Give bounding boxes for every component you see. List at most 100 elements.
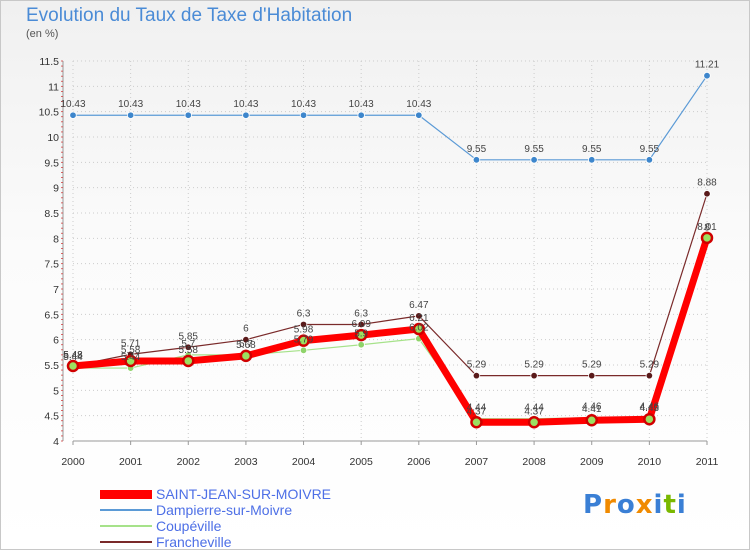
- x-tick-label: 2007: [465, 456, 489, 468]
- data-label-coup-ville: 4.44: [467, 403, 487, 414]
- point-dampierre-sur-moivre: [242, 111, 250, 119]
- point-dampierre-sur-moivre: [703, 71, 711, 80]
- data-label-dampierre-sur-moivre: 9.55: [582, 144, 602, 155]
- point-francheville: [703, 190, 711, 198]
- data-label-coup-ville: 4.46: [582, 402, 602, 413]
- x-tick-label: 2009: [580, 456, 604, 468]
- y-tick-label: 10.5: [39, 107, 60, 119]
- logo-letter: t: [663, 490, 677, 520]
- series-line-francheville: [72, 193, 708, 377]
- data-label-francheville: 5.71: [121, 338, 141, 349]
- x-tick-label: 2004: [292, 456, 316, 468]
- data-label-coup-ville: 5.9: [354, 329, 368, 340]
- point-francheville: [472, 371, 481, 380]
- point-dampierre-sur-moivre: [126, 111, 135, 119]
- data-label-saint-jean-sur-moivre: 5.98: [294, 325, 314, 336]
- data-label-coup-ville: 8: [704, 222, 710, 233]
- data-label-francheville: 5.29: [467, 360, 487, 371]
- data-label-saint-jean-sur-moivre: 4.37: [524, 406, 544, 417]
- data-label-francheville: 5.85: [179, 331, 199, 342]
- point-coup-ville: [357, 341, 365, 349]
- data-label-francheville: 6.3: [354, 308, 368, 319]
- x-tick-label: 2011: [696, 456, 719, 468]
- y-tick-label: 9: [53, 183, 59, 195]
- x-tick-label: 2003: [234, 456, 258, 468]
- legend-swatch: [100, 525, 152, 527]
- data-label-francheville: 6: [243, 324, 249, 335]
- data-label-saint-jean-sur-moivre: 8.01: [697, 222, 717, 233]
- data-label-coup-ville: 4.46: [640, 402, 660, 413]
- x-tick-label: 2000: [61, 456, 85, 468]
- y-tick-label: 7: [53, 284, 59, 296]
- data-label-coup-ville: 5.7: [181, 339, 195, 350]
- legend-label: Dampierre-sur-Moivre: [156, 502, 293, 518]
- point-francheville: [645, 371, 654, 380]
- data-label-dampierre-sur-moivre: 10.43: [349, 99, 374, 110]
- point-francheville: [357, 320, 365, 329]
- data-label-dampierre-sur-moivre: 10.43: [406, 99, 431, 110]
- legend-item: Coupéville: [100, 518, 331, 534]
- y-tick-label: 4.5: [44, 411, 59, 423]
- y-tick-label: 7.5: [44, 259, 59, 271]
- point-coup-ville: [299, 346, 308, 355]
- data-label-saint-jean-sur-moivre: 5.48: [63, 350, 83, 361]
- point-saint-jean-sur-moivre: [470, 416, 483, 429]
- point-saint-jean-sur-moivre: [66, 359, 80, 373]
- legend-swatch: [100, 541, 152, 543]
- data-label-francheville: 6.47: [409, 300, 429, 311]
- legend-swatch: [100, 509, 152, 511]
- point-francheville: [184, 343, 192, 351]
- legend-item: Francheville: [100, 534, 331, 550]
- y-tick-label: 6: [53, 335, 59, 347]
- legend-label: Coupéville: [156, 518, 222, 534]
- data-label-saint-jean-sur-moivre: 4.37: [467, 406, 487, 417]
- point-dampierre-sur-moivre: [645, 156, 654, 164]
- x-tick-label: 2002: [177, 456, 201, 468]
- data-label-coup-ville: 5.7: [239, 339, 253, 350]
- point-dampierre-sur-moivre: [299, 111, 308, 119]
- data-label-dampierre-sur-moivre: 10.43: [291, 99, 316, 110]
- data-label-saint-jean-sur-moivre: 5.58: [121, 345, 141, 356]
- point-dampierre-sur-moivre: [357, 111, 365, 119]
- data-label-dampierre-sur-moivre: 11.21: [695, 60, 720, 71]
- point-dampierre-sur-moivre: [530, 156, 538, 164]
- logo-letter: i: [676, 490, 687, 520]
- legend-label: Francheville: [156, 534, 232, 550]
- point-francheville: [299, 320, 308, 329]
- data-label-saint-jean-sur-moivre: 5.68: [236, 340, 256, 351]
- data-label-coup-ville: 5.79: [294, 334, 314, 345]
- point-dampierre-sur-moivre: [69, 111, 77, 119]
- point-dampierre-sur-moivre: [472, 156, 481, 164]
- proxiti-logo: Proxiti: [583, 490, 687, 520]
- data-label-coup-ville: 6.02: [409, 323, 429, 334]
- data-label-coup-ville: 4.44: [524, 403, 544, 414]
- chart-title: Evolution du Taux de Taxe d'Habitation: [26, 5, 353, 26]
- data-label-dampierre-sur-moivre: 10.43: [60, 99, 85, 110]
- point-dampierre-sur-moivre: [184, 111, 192, 119]
- point-saint-jean-sur-moivre: [297, 334, 310, 347]
- data-label-dampierre-sur-moivre: 10.43: [233, 99, 258, 110]
- legend-swatch: [100, 489, 152, 499]
- logo-letter: r: [603, 490, 617, 520]
- y-tick-label: 5.5: [44, 360, 59, 372]
- data-label-dampierre-sur-moivre: 9.55: [467, 144, 487, 155]
- data-label-coup-ville: 5.44: [121, 352, 141, 363]
- data-label-francheville: 5.29: [524, 360, 544, 371]
- point-francheville: [242, 335, 250, 344]
- point-francheville: [415, 312, 423, 320]
- y-tick-label: 8: [53, 233, 59, 245]
- point-saint-jean-sur-moivre: [412, 322, 426, 336]
- point-saint-jean-sur-moivre: [354, 328, 368, 342]
- y-tick-label: 8.5: [44, 208, 59, 220]
- y-tick-label: 9.5: [44, 157, 59, 169]
- point-saint-jean-sur-moivre: [700, 231, 714, 245]
- x-tick-label: 2006: [407, 456, 431, 468]
- logo-letter: o: [616, 490, 636, 520]
- logo-letter: x: [635, 490, 654, 520]
- logo-letter: P: [583, 490, 604, 520]
- legend-label: SAINT-JEAN-SUR-MOIVRE: [156, 486, 332, 502]
- legend-item: Dampierre-sur-Moivre: [100, 502, 331, 518]
- data-label-francheville: 8.88: [697, 178, 717, 189]
- x-tick-label: 2008: [522, 456, 546, 468]
